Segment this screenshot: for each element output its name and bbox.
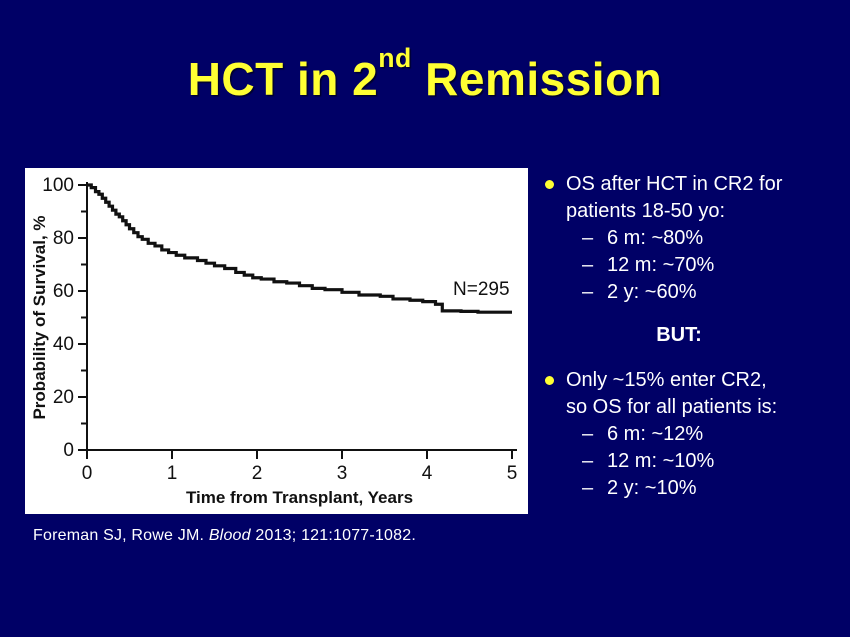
sub-item-label: 2 y: ~60% — [607, 281, 697, 303]
y-tick-label: 60 — [53, 281, 74, 302]
y-tick-label: 20 — [53, 387, 74, 408]
title-text-1: HCT in 2 — [187, 53, 379, 105]
x-tick-label: 4 — [422, 463, 433, 484]
dash-bullet: – — [582, 281, 594, 303]
x-axis-title: Time from Transplant, Years — [186, 488, 413, 507]
bullet-dot-icon — [545, 376, 554, 385]
bullet1-sublist: –6 m: ~80% –12 m: ~70% –2 y: ~60% — [566, 225, 838, 306]
dash-bullet: – — [582, 254, 594, 276]
slide-title: HCT in 2nd Remission — [0, 43, 850, 106]
sub-item: –12 m: ~70% — [582, 252, 838, 279]
sub-item-label: 12 m: ~10% — [607, 450, 715, 472]
dash-bullet: – — [582, 450, 594, 472]
sub-item: –6 m: ~80% — [582, 225, 838, 252]
y-tick-label: 40 — [53, 334, 74, 355]
y-axis-title: Probability of Survival, % — [30, 215, 49, 419]
sub-item-label: 2 y: ~10% — [607, 477, 697, 499]
sub-item-label: 12 m: ~70% — [607, 254, 715, 276]
bullet1-text: OS after HCT in CR2 for patients 18-50 y… — [566, 171, 838, 306]
bullet2-line1: Only ~15% enter CR2, — [566, 369, 767, 391]
bullet2-sublist: –6 m: ~12% –12 m: ~10% –2 y: ~10% — [566, 421, 838, 502]
title-text-2: Remission — [411, 53, 663, 105]
citation-reference: 2013; 121:1077-1082. — [250, 527, 416, 544]
sub-item: –6 m: ~12% — [582, 421, 838, 448]
survival-chart-panel: 100 80 60 40 20 0 0 1 2 3 4 5 Time from Transplant, … — [25, 168, 528, 514]
citation-journal: Blood — [208, 527, 251, 544]
sub-item-label: 6 m: ~80% — [607, 227, 704, 249]
citation-authors: Foreman SJ, Rowe JM. — [33, 527, 209, 544]
bullet-item-1: OS after HCT in CR2 for patients 18-50 y… — [543, 171, 838, 306]
citation: Foreman SJ, Rowe JM. Blood 2013; 121:107… — [33, 527, 416, 545]
survival-curve — [87, 183, 512, 314]
x-tick-label: 5 — [507, 463, 518, 484]
sub-item: –2 y: ~60% — [582, 279, 838, 306]
dash-bullet: – — [582, 423, 594, 445]
but-heading: BUT: — [656, 324, 702, 346]
bullet1-line2: patients 18-50 yo: — [566, 200, 725, 222]
title-superscript: nd — [378, 43, 412, 74]
dash-bullet: – — [582, 477, 594, 499]
bullet1-line1: OS after HCT in CR2 for — [566, 173, 783, 195]
sub-item: –2 y: ~10% — [582, 475, 838, 502]
bullet2-line2: so OS for all patients is: — [566, 396, 778, 418]
y-tick-label: 0 — [63, 440, 74, 461]
right-column: OS after HCT in CR2 for patients 18-50 y… — [543, 171, 838, 502]
sub-item: –12 m: ~10% — [582, 448, 838, 475]
x-tick-label: 2 — [252, 463, 263, 484]
y-tick-label: 80 — [53, 228, 74, 249]
y-tick-label: 100 — [42, 175, 74, 196]
n-count-label: N=295 — [453, 279, 510, 300]
bullet-item-2: Only ~15% enter CR2, so OS for all patie… — [543, 367, 838, 502]
bullet-dot-icon — [545, 180, 554, 189]
sub-item-label: 6 m: ~12% — [607, 423, 704, 445]
dash-bullet: – — [582, 227, 594, 249]
x-tick-label: 1 — [167, 463, 178, 484]
bullet2-text: Only ~15% enter CR2, so OS for all patie… — [566, 367, 838, 502]
x-tick-label: 3 — [337, 463, 348, 484]
km-survival-chart: 100 80 60 40 20 00 1 2 3 4 5 Time from Transplant, … — [30, 175, 518, 507]
x-tick-label: 0 — [82, 463, 93, 484]
